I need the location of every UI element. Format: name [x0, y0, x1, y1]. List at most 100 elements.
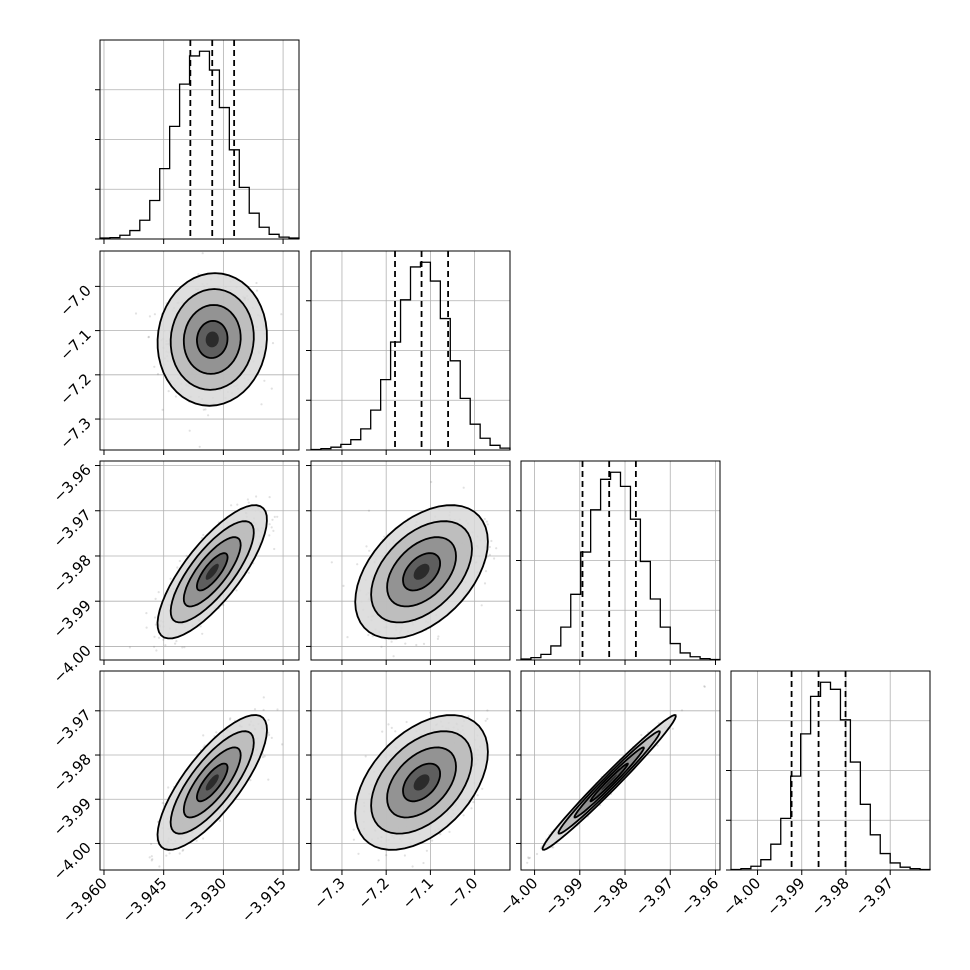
sample-point	[377, 859, 380, 862]
sample-point	[178, 852, 181, 855]
sample-point	[246, 498, 249, 501]
sample-point	[175, 640, 178, 643]
panel-frame	[99, 670, 300, 871]
sample-point	[467, 715, 470, 718]
sample-point	[422, 861, 425, 865]
sample-point	[403, 854, 406, 857]
sample-point	[195, 839, 198, 842]
scatter-panel-3-2: −4.00 −3.99 −3.98 −3.97 −3.96	[496, 670, 722, 919]
sample-point	[490, 539, 493, 543]
y-tick-label: −7.3	[56, 414, 94, 452]
sample-point	[150, 842, 153, 846]
sample-point	[145, 612, 148, 615]
y-tick-label: −3.97	[50, 706, 95, 751]
panel-frame	[520, 460, 721, 661]
sample-point	[276, 708, 279, 711]
sample-point	[462, 486, 465, 489]
sample-point	[162, 638, 165, 641]
sample-point	[703, 685, 706, 688]
sample-point	[405, 720, 408, 724]
y-tick-label: −4.00	[50, 839, 95, 884]
sample-point	[202, 837, 205, 840]
sample-point	[153, 645, 156, 648]
density-fill-4	[205, 774, 219, 791]
sample-point	[357, 852, 360, 855]
sample-point	[157, 591, 160, 594]
sample-point	[199, 625, 202, 628]
sample-point	[488, 545, 491, 549]
sample-point	[155, 649, 158, 652]
sample-point	[229, 717, 232, 720]
sample-point	[486, 523, 489, 526]
sample-point	[383, 535, 386, 538]
y-tick-label: −7.0	[56, 281, 94, 319]
sample-point	[167, 786, 170, 789]
sample-point	[153, 313, 156, 316]
panel-frame	[310, 460, 511, 661]
sample-point	[272, 529, 275, 533]
sample-point	[150, 859, 153, 862]
sample-point	[268, 523, 271, 526]
sample-point	[174, 395, 177, 398]
sample-point	[174, 642, 177, 645]
sample-point	[260, 403, 263, 406]
sample-point	[183, 646, 186, 649]
contour-1	[370, 520, 473, 624]
contour-0	[156, 714, 268, 851]
sample-point	[352, 828, 355, 831]
sample-point	[493, 557, 496, 560]
sample-point	[356, 563, 359, 566]
sample-point	[203, 744, 206, 747]
sample-point	[411, 865, 414, 868]
sample-point	[484, 570, 488, 573]
sample-point	[176, 566, 179, 569]
sample-point	[439, 833, 442, 836]
sample-point	[404, 642, 407, 645]
sample-point	[235, 589, 238, 592]
sample-point	[385, 854, 388, 857]
sample-point	[270, 387, 273, 390]
sample-point	[147, 336, 150, 339]
sample-point	[330, 561, 333, 564]
sample-point	[270, 736, 273, 740]
sample-point	[161, 408, 164, 411]
sample-point	[178, 559, 181, 563]
sample-point	[255, 495, 258, 498]
sample-point	[185, 554, 188, 557]
sample-point	[392, 655, 395, 658]
sample-point	[271, 518, 274, 521]
sample-point	[448, 830, 451, 834]
sample-point	[381, 730, 384, 733]
sample-point	[262, 708, 265, 712]
sample-point	[201, 632, 204, 635]
sample-point	[148, 315, 151, 318]
sample-point	[263, 379, 266, 382]
sample-point	[200, 536, 203, 540]
sample-point	[276, 515, 279, 518]
sample-point	[271, 342, 275, 345]
sample-point	[268, 496, 271, 499]
sample-point	[495, 547, 498, 550]
sample-point	[270, 526, 273, 529]
x-tick-label: −7.1	[399, 874, 437, 912]
sample-point	[164, 644, 167, 647]
sample-point	[429, 711, 432, 714]
x-tick-label: −3.930	[178, 874, 230, 926]
contour-3	[402, 552, 442, 592]
scatter-panel-3-0: −3.960 −3.945 −3.930 −3.915−4.00−3.99−3.98−…	[50, 670, 300, 926]
sample-point	[230, 504, 233, 507]
sample-point	[168, 852, 171, 855]
contour-0	[156, 504, 268, 640]
sample-point	[145, 626, 148, 629]
sample-point	[249, 779, 252, 782]
sample-point	[367, 633, 370, 637]
sample-point	[153, 365, 156, 368]
sample-point	[535, 852, 539, 856]
sample-point	[470, 807, 473, 810]
sample-point	[488, 553, 491, 557]
x-tick-label: −3.960	[59, 874, 111, 926]
scatter-panel-1-0: −7.3−7.2−7.1−7.0	[56, 250, 300, 455]
sample-point	[390, 640, 393, 643]
sample-point	[158, 865, 161, 868]
